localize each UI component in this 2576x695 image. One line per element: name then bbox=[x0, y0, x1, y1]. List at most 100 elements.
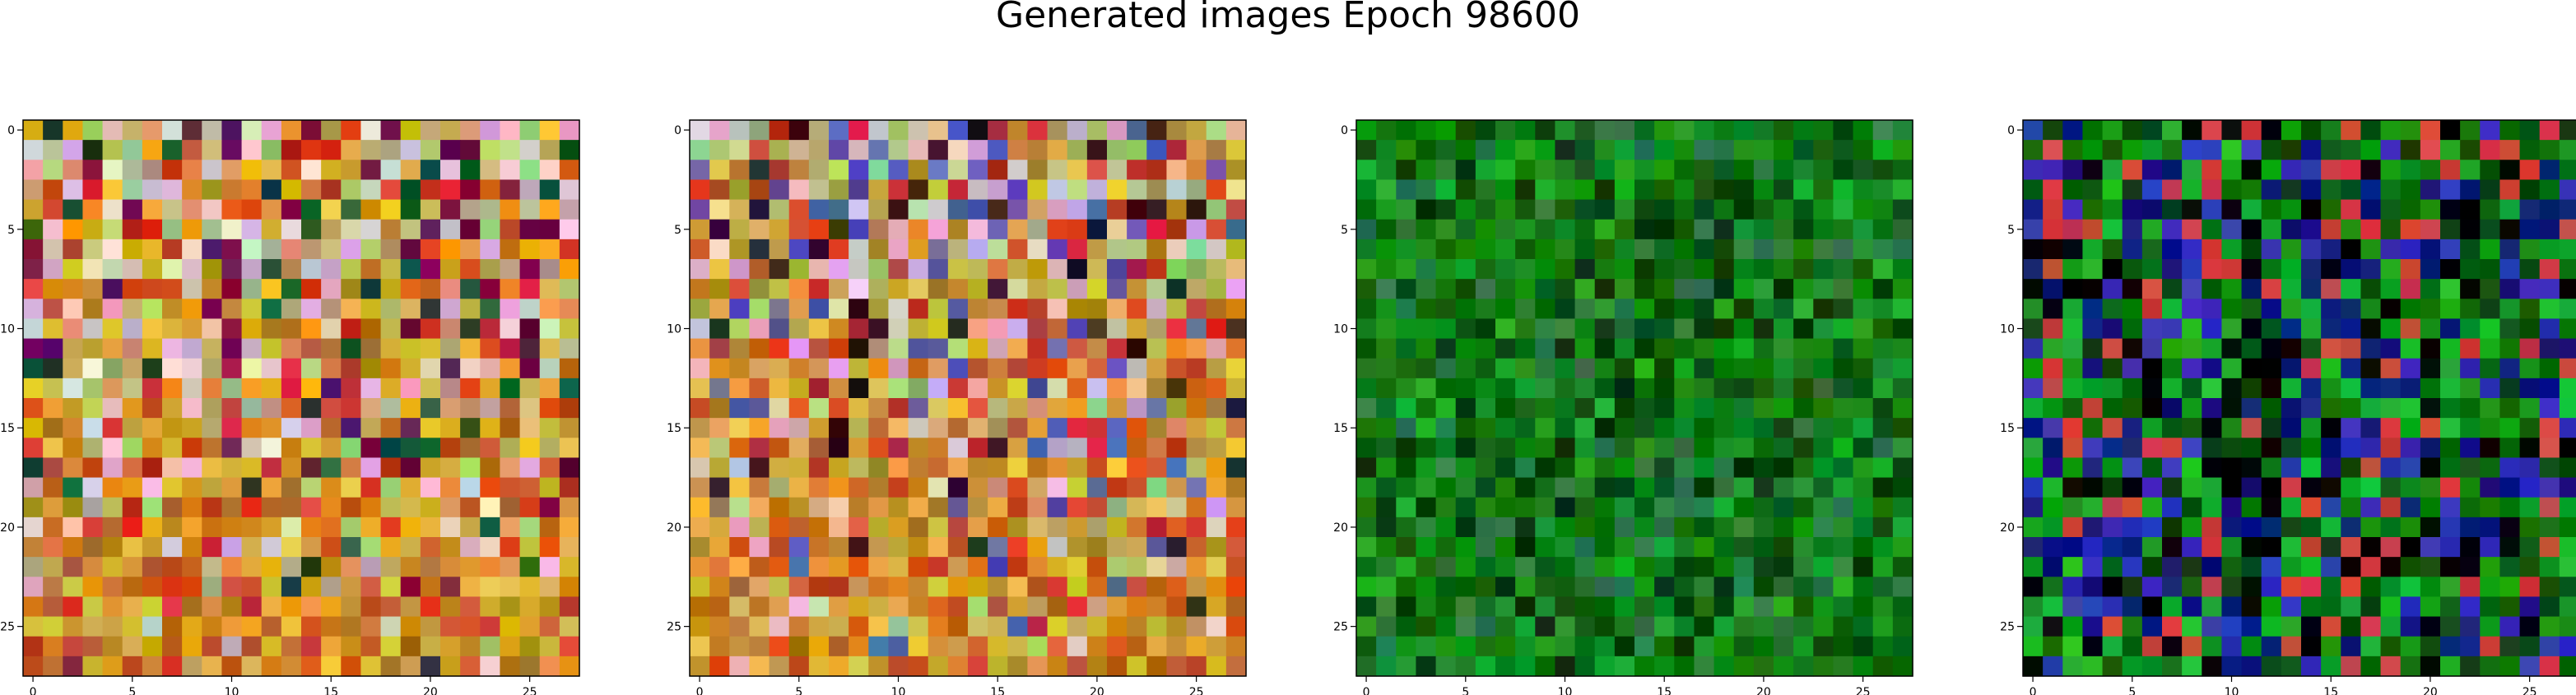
pixel-cell bbox=[1892, 378, 1913, 399]
pixel-cell bbox=[1186, 318, 1207, 340]
pixel-cell bbox=[829, 636, 849, 657]
pixel-cell bbox=[2499, 160, 2521, 181]
pixel-cell bbox=[1225, 179, 1247, 201]
pixel-cell bbox=[440, 616, 461, 637]
pixel-cell bbox=[480, 596, 501, 618]
pixel-cell bbox=[1475, 517, 1496, 538]
pixel-cell bbox=[380, 477, 402, 498]
pixel-cell bbox=[1027, 577, 1049, 598]
pixel-cell bbox=[2102, 378, 2123, 399]
pixel-cell bbox=[1146, 418, 1168, 438]
pixel-cell bbox=[380, 219, 402, 240]
pixel-cell bbox=[2122, 338, 2143, 359]
pixel-cell bbox=[2341, 577, 2362, 598]
pixel-cell bbox=[1186, 259, 1207, 280]
pixel-cell bbox=[1753, 318, 1774, 340]
pixel-cell bbox=[241, 160, 263, 181]
pixel-cell bbox=[2420, 577, 2441, 598]
pixel-cell bbox=[420, 497, 441, 518]
pixel-cell bbox=[1555, 120, 1576, 141]
pixel-cell bbox=[2281, 120, 2302, 141]
pixel-cell bbox=[1733, 537, 1755, 558]
pixel-cell bbox=[2301, 596, 2322, 618]
pixel-cell bbox=[43, 299, 63, 320]
pixel-cell bbox=[1047, 596, 1068, 618]
pixel-cell bbox=[261, 438, 282, 459]
pixel-cell bbox=[1127, 120, 1147, 141]
pixel-cell bbox=[1872, 120, 1894, 141]
pixel-cell bbox=[380, 577, 402, 598]
pixel-cell bbox=[749, 557, 770, 577]
x-tick-label: 25 bbox=[1856, 686, 1871, 695]
pixel-cell bbox=[1872, 199, 1894, 220]
pixel-cell bbox=[281, 596, 302, 618]
pixel-cell bbox=[1833, 279, 1854, 299]
pixel-cell bbox=[1594, 140, 1616, 160]
pixel-cell bbox=[2420, 457, 2441, 479]
pixel-cell bbox=[1555, 259, 1576, 280]
pixel-cell bbox=[2082, 457, 2104, 479]
pixel-cell bbox=[1416, 358, 1437, 379]
pixel-cell bbox=[341, 120, 362, 141]
pixel-cell bbox=[1495, 477, 1516, 498]
pixel-cell bbox=[1475, 398, 1496, 419]
pixel-cell bbox=[928, 616, 949, 637]
pixel-cell bbox=[1535, 239, 1556, 260]
pixel-cell bbox=[1634, 299, 1655, 320]
pixel-cell bbox=[868, 338, 890, 359]
pixel-cell bbox=[241, 418, 263, 438]
pixel-cell bbox=[2162, 299, 2183, 320]
pixel-cell bbox=[2380, 477, 2402, 498]
pixel-cell bbox=[1892, 318, 1913, 340]
pixel-cell bbox=[1853, 497, 1874, 518]
pixel-cell bbox=[142, 596, 163, 618]
pixel-cell bbox=[1225, 616, 1247, 637]
pixel-cell bbox=[1833, 179, 1854, 201]
pixel-cell bbox=[1634, 140, 1655, 160]
pixel-cell bbox=[1733, 577, 1755, 598]
pixel-cell bbox=[2519, 219, 2541, 240]
pixel-cell bbox=[202, 318, 223, 340]
pixel-cell bbox=[829, 219, 849, 240]
pixel-cell bbox=[341, 398, 362, 419]
pixel-cell bbox=[559, 557, 580, 577]
pixel-cell bbox=[1753, 199, 1774, 220]
pixel-cell bbox=[1574, 179, 1596, 201]
pixel-cell bbox=[43, 179, 63, 201]
pixel-cell bbox=[1614, 199, 1635, 220]
pixel-cell bbox=[1833, 457, 1854, 479]
pixel-cell bbox=[1435, 557, 1457, 577]
pixel-cell bbox=[1435, 199, 1457, 220]
pixel-cell bbox=[1127, 199, 1147, 220]
pixel-cell bbox=[1594, 656, 1616, 677]
pixel-cell bbox=[519, 398, 541, 419]
pixel-cell bbox=[1146, 219, 1168, 240]
pixel-cell bbox=[2023, 179, 2044, 201]
pixel-cell bbox=[947, 418, 969, 438]
pixel-cell bbox=[1753, 636, 1774, 657]
pixel-cell bbox=[1455, 338, 1476, 359]
pixel-cell bbox=[2241, 219, 2262, 240]
pixel-cell bbox=[301, 338, 322, 359]
pixel-cell bbox=[440, 457, 461, 479]
pixel-cell bbox=[2321, 199, 2341, 220]
y-tick-label: 5 bbox=[674, 224, 681, 237]
pixel-cell bbox=[1127, 457, 1147, 479]
pixel-cell bbox=[321, 140, 342, 160]
pixel-cell bbox=[241, 596, 263, 618]
pixel-cell bbox=[769, 557, 790, 577]
pixel-cell bbox=[1127, 179, 1147, 201]
pixel-cell bbox=[788, 418, 810, 438]
pixel-cell bbox=[2162, 537, 2183, 558]
pixel-cell bbox=[690, 477, 710, 498]
pixel-cell bbox=[1067, 497, 1088, 518]
pixel-cell bbox=[1733, 279, 1755, 299]
pixel-cell bbox=[23, 219, 44, 240]
pixel-cell bbox=[988, 239, 1008, 260]
pixel-cell bbox=[2122, 259, 2143, 280]
pixel-cell bbox=[321, 318, 342, 340]
pixel-cell bbox=[2281, 497, 2302, 518]
pixel-cell bbox=[2122, 120, 2143, 141]
pixel-cell bbox=[559, 537, 580, 558]
pixel-cell bbox=[2341, 358, 2362, 379]
